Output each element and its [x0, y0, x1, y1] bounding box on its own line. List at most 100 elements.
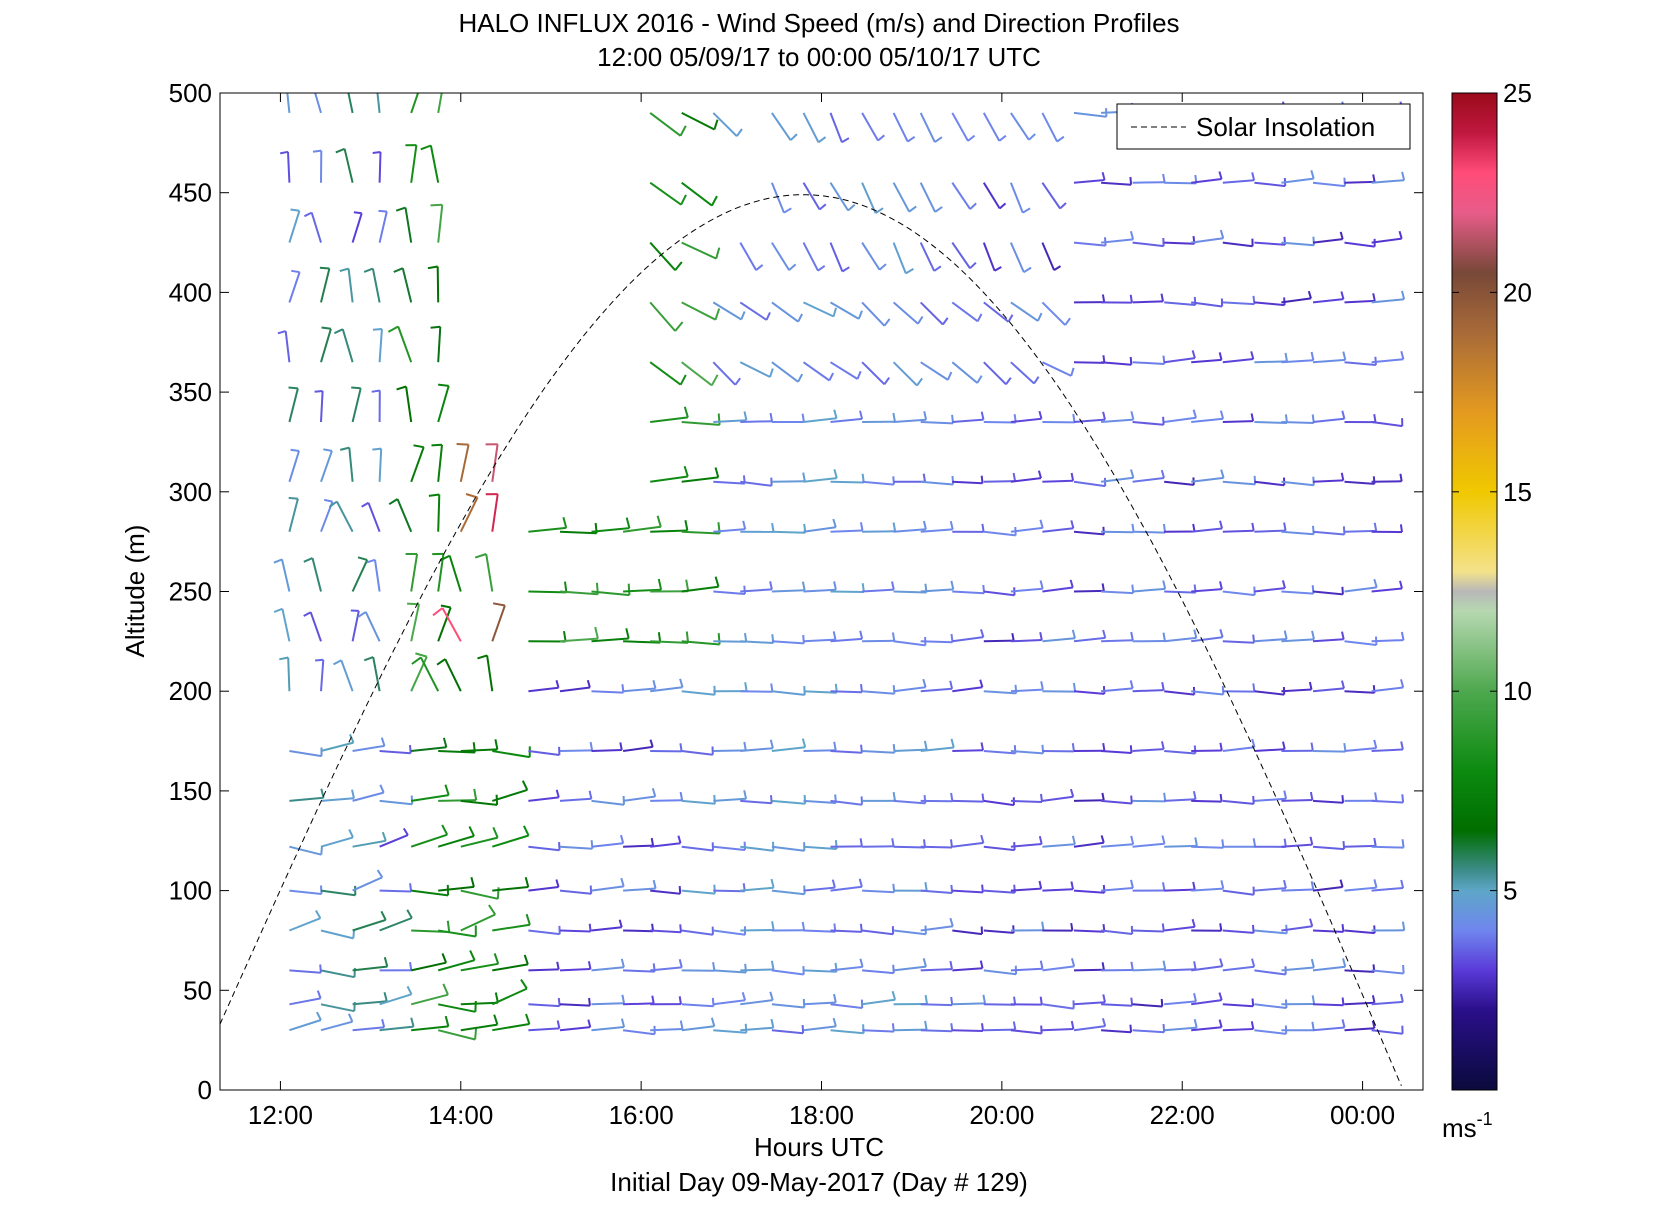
wind-barb-flag [1033, 376, 1040, 385]
wind-barb [1371, 524, 1403, 534]
wind-barb [352, 991, 388, 1006]
wind-barb [372, 328, 383, 363]
wind-barb-shaft [740, 1026, 774, 1032]
wind-barb [1312, 879, 1344, 892]
wind-barb [376, 93, 381, 114]
wind-barb [983, 361, 1012, 386]
wind-barb-shaft [1073, 179, 1105, 184]
wind-barb-flag [312, 149, 322, 153]
wind-barb-shaft [650, 929, 682, 934]
wind-barb-flag [279, 150, 289, 155]
wind-barb-shaft [591, 590, 630, 597]
wind-barb [591, 628, 630, 643]
colorbar-tick-label: 15 [1503, 477, 1532, 507]
wind-barb-shaft [952, 418, 984, 423]
wind-barb-flag [652, 679, 657, 689]
wind-barb [1371, 879, 1405, 892]
wind-barb-shaft [437, 835, 475, 848]
wind-barb-flag [1219, 958, 1224, 967]
wind-barb [1222, 634, 1256, 644]
wind-barb [1344, 792, 1378, 802]
wind-barb-shaft [492, 750, 530, 759]
wind-barb [1344, 476, 1376, 485]
wind-barb-shaft [348, 447, 354, 482]
wind-barb-shaft [713, 845, 746, 851]
wind-barb-shaft [1132, 689, 1164, 693]
wind-barb-flag [442, 983, 449, 996]
wind-barb [1009, 182, 1031, 214]
wind-barb-shaft [952, 889, 983, 894]
wind-barb-shaft [983, 969, 1017, 976]
wind-barb-flag [1252, 924, 1255, 933]
wind-barb [352, 784, 385, 802]
wind-barb-shaft [1073, 841, 1104, 848]
wind-barb-shaft [1164, 480, 1194, 486]
wind-barb-flag [803, 794, 807, 804]
wind-barb [1222, 683, 1256, 693]
wind-barb [1164, 409, 1197, 423]
wind-barb-flag [588, 997, 591, 1006]
wind-barb [1073, 629, 1107, 643]
wind-barb-flag [1129, 680, 1134, 689]
wind-barb [1101, 997, 1134, 1007]
wind-barb-shaft [951, 182, 971, 210]
wind-barb [411, 1015, 450, 1032]
wind-barb [1042, 520, 1075, 533]
wind-barb [1371, 290, 1406, 304]
wind-barb [623, 879, 657, 892]
wind-barb-shaft [437, 326, 442, 363]
wind-barb [771, 686, 806, 696]
wind-barb-flag [1252, 634, 1256, 643]
wind-barb [681, 576, 720, 593]
wind-barb [1132, 882, 1166, 892]
wind-barb [983, 472, 1017, 483]
wind-barb-shaft [623, 887, 656, 892]
wind-barb-flag [337, 79, 346, 82]
wind-barb-shaft [951, 301, 979, 323]
wind-barb [803, 409, 838, 423]
wind-barb-flag [351, 386, 361, 390]
wind-barb-flag [684, 520, 689, 531]
wind-barb-flag [1102, 629, 1107, 639]
wind-barb-flag [358, 611, 367, 618]
wind-barb-shaft [1101, 687, 1133, 693]
wind-barb [1191, 923, 1223, 932]
wind-barb [289, 845, 323, 856]
wind-barb [1164, 745, 1197, 755]
wind-barb-flag [381, 1019, 386, 1028]
wind-barb-flag [556, 1020, 561, 1029]
wind-barb-shaft [771, 746, 806, 752]
wind-barb-shaft [830, 885, 863, 892]
wind-barb-flag [288, 386, 298, 390]
wind-barb [333, 659, 354, 692]
wind-barb [1222, 586, 1256, 597]
wind-barb-shaft [983, 421, 1016, 424]
wind-barb-shaft [893, 845, 926, 849]
wind-barb-flag [474, 553, 487, 559]
wind-barb [649, 241, 683, 271]
wind-barb-shaft [1344, 299, 1375, 304]
wind-barb-shaft [1009, 242, 1025, 273]
wind-barb-shaft [1132, 1003, 1163, 1008]
wind-barb-shaft [1041, 112, 1058, 143]
wind-barb [861, 361, 891, 386]
wind-barb-flag [380, 737, 386, 747]
wind-barb-flag [432, 607, 444, 617]
wind-barb [681, 685, 716, 696]
wind-barb-shaft [320, 659, 325, 692]
wind-barb-shaft [713, 590, 746, 595]
wind-barb [559, 626, 599, 643]
wind-barb [1344, 925, 1376, 935]
wind-barb-flag [923, 740, 928, 750]
wind-barb [802, 242, 826, 272]
wind-barb [771, 242, 797, 271]
wind-barb-shaft [289, 889, 322, 895]
wind-barb [1042, 579, 1074, 593]
wind-barb [861, 182, 884, 214]
wind-barb [352, 869, 384, 892]
wind-barb [314, 390, 324, 423]
wind-barb [1222, 475, 1257, 486]
wind-barb-shaft [437, 607, 452, 642]
wind-barb-shaft [1191, 749, 1222, 752]
wind-barb [1132, 580, 1167, 593]
